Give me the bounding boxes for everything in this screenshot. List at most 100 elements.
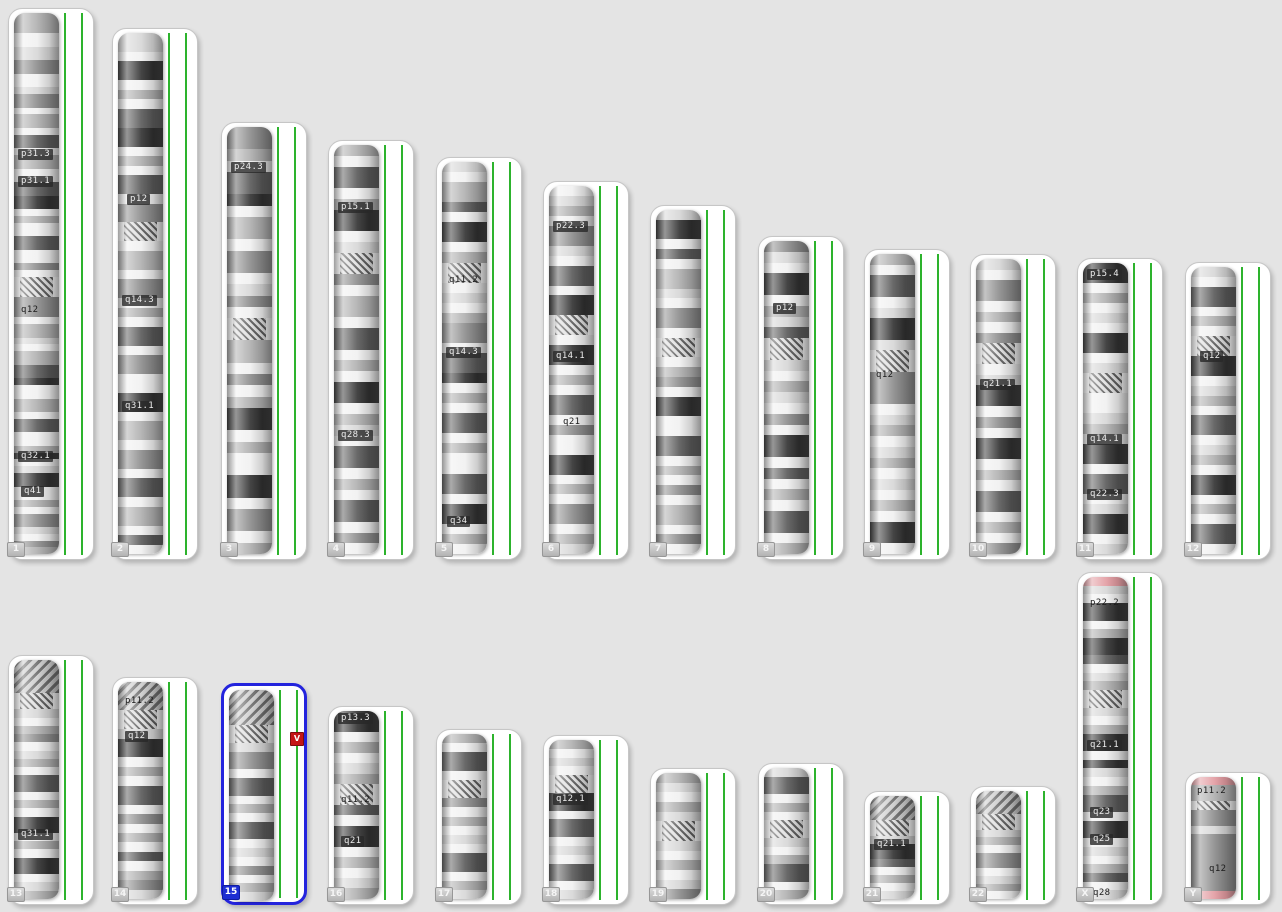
chromosome-card-21[interactable]: q21.1 21 (863, 791, 950, 905)
chromosome-card-18[interactable]: q12.1 18 (542, 735, 629, 905)
cytoband (118, 99, 163, 109)
chromosome-card-Y[interactable]: p11.2 q12 Y (1184, 772, 1271, 905)
chromosome-card-8[interactable]: p12 8 (757, 236, 844, 560)
cytoband (442, 871, 487, 881)
chromosome-card-10[interactable]: q21.1 10 (969, 254, 1056, 560)
cytoband (14, 87, 59, 95)
cytoband (870, 875, 915, 884)
cytoband (549, 474, 594, 485)
cytoband (870, 511, 915, 522)
cytoband (1191, 524, 1236, 545)
cytoband (764, 532, 809, 544)
cytoband (118, 241, 163, 251)
chromosome-badge-4: 4 (327, 542, 345, 557)
chromosome-card-4[interactable]: p15.1 q28.3 4 (327, 140, 414, 560)
track-line (920, 796, 922, 900)
cytoband (14, 134, 59, 149)
chromosome-card-19[interactable]: 19 (649, 768, 736, 905)
track-line (814, 768, 816, 900)
cytoband (118, 421, 163, 441)
chromosome-13-ideogram (14, 660, 59, 899)
cytoband (656, 495, 701, 505)
cytoband (14, 791, 59, 801)
cytoband-label: q21.1 (1087, 740, 1123, 751)
chromosome-card-6[interactable]: p22.3 q14.1 q21 6 (542, 181, 629, 560)
cytoband (764, 768, 809, 777)
cytoband (442, 853, 487, 872)
track-line (296, 690, 298, 898)
chromosome-card-22[interactable]: 22 (969, 786, 1056, 905)
cytoband (976, 469, 1021, 481)
cytoband (334, 543, 379, 554)
cytoband (227, 508, 272, 532)
cytoband (976, 364, 1021, 375)
chromosome-card-7[interactable]: 7 (649, 205, 736, 560)
chromosome-card-13[interactable]: q31.1 13 (7, 655, 94, 905)
cytoband (764, 510, 809, 533)
track-line (599, 740, 601, 900)
cytoband (14, 734, 59, 743)
cytoband (976, 852, 1021, 869)
cytoband (14, 547, 59, 554)
chromosome-card-11[interactable]: p15.4 q14.1 q22.3 11 (1076, 258, 1163, 560)
chromosome-card-12[interactable]: q12 12 (1184, 262, 1271, 560)
cytoband (14, 249, 59, 264)
chromosome-card-5[interactable]: q11.2 q14.3 q34 5 (435, 157, 522, 560)
chromosome-card-1[interactable]: p31.3 p31.1 q12 q32.1 q41 1 (7, 8, 94, 560)
chromosome-card-3[interactable]: p24.3 3 (220, 122, 307, 560)
cytoband (656, 249, 701, 260)
centromere (555, 775, 588, 793)
centromere (555, 315, 588, 336)
cytoband (118, 250, 163, 270)
cytoband (656, 416, 701, 437)
track-line (1241, 777, 1243, 900)
chromosome-card-17[interactable]: 17 (435, 729, 522, 905)
chromosome-card-15[interactable]: V 15 (221, 683, 307, 905)
track-line (1133, 577, 1135, 900)
cytoband-label: p15.4 (1087, 269, 1123, 280)
chromosome-card-14[interactable]: p11.2 q12 14 (111, 677, 198, 905)
cytoband (442, 182, 487, 203)
chromosome-badge-19: 19 (649, 887, 667, 902)
track-line (1258, 777, 1260, 900)
acrocentric-stalk (229, 690, 274, 726)
cytoband (870, 296, 915, 308)
chromosome-badge-1: 1 (7, 542, 25, 557)
cytoband (1083, 603, 1128, 621)
chromosome-card-20[interactable]: 20 (757, 763, 844, 905)
acrocentric-stalk (14, 660, 59, 693)
aberration-marker[interactable]: V (290, 732, 304, 746)
cytoband-label: q12 (1209, 864, 1227, 874)
cytoband (549, 881, 594, 891)
chromosome-card-2[interactable]: p12 q14.3 q31.1 2 (111, 28, 198, 560)
chromosome-badge-14: 14 (111, 887, 129, 902)
cytoband (227, 340, 272, 363)
cytoband (764, 467, 809, 479)
cytoband (442, 302, 487, 313)
cytoband (227, 149, 272, 161)
cytoband-label: q31.1 (122, 401, 158, 412)
chromosome-8-ideogram (764, 241, 809, 554)
chromosome-X-ideogram (1083, 577, 1128, 899)
cytoband-label: q25 (1090, 834, 1114, 845)
chromosome-11-ideogram (1083, 263, 1128, 554)
cytoband (334, 349, 379, 361)
chromosome-card-X[interactable]: p22.2 q21.1 q23 q25 q28 X (1076, 572, 1163, 905)
cytoband (334, 815, 379, 826)
track-line (64, 660, 66, 900)
cytoband (14, 717, 59, 726)
cytoband (118, 165, 163, 176)
chromosome-card-9[interactable]: q12 9 (863, 249, 950, 560)
track-line (168, 33, 170, 555)
cytoband (549, 375, 594, 385)
cytoband (14, 73, 59, 88)
cytoband (976, 311, 1021, 323)
cytoband (442, 383, 487, 394)
chromosome-5-ideogram (442, 162, 487, 554)
cytoband (764, 381, 809, 393)
chromosome-card-16[interactable]: p13.3 q11.2 q21 16 (327, 706, 414, 905)
cytoband-label: q12 (1200, 351, 1224, 362)
track-line (616, 186, 618, 555)
track-line (599, 186, 601, 555)
